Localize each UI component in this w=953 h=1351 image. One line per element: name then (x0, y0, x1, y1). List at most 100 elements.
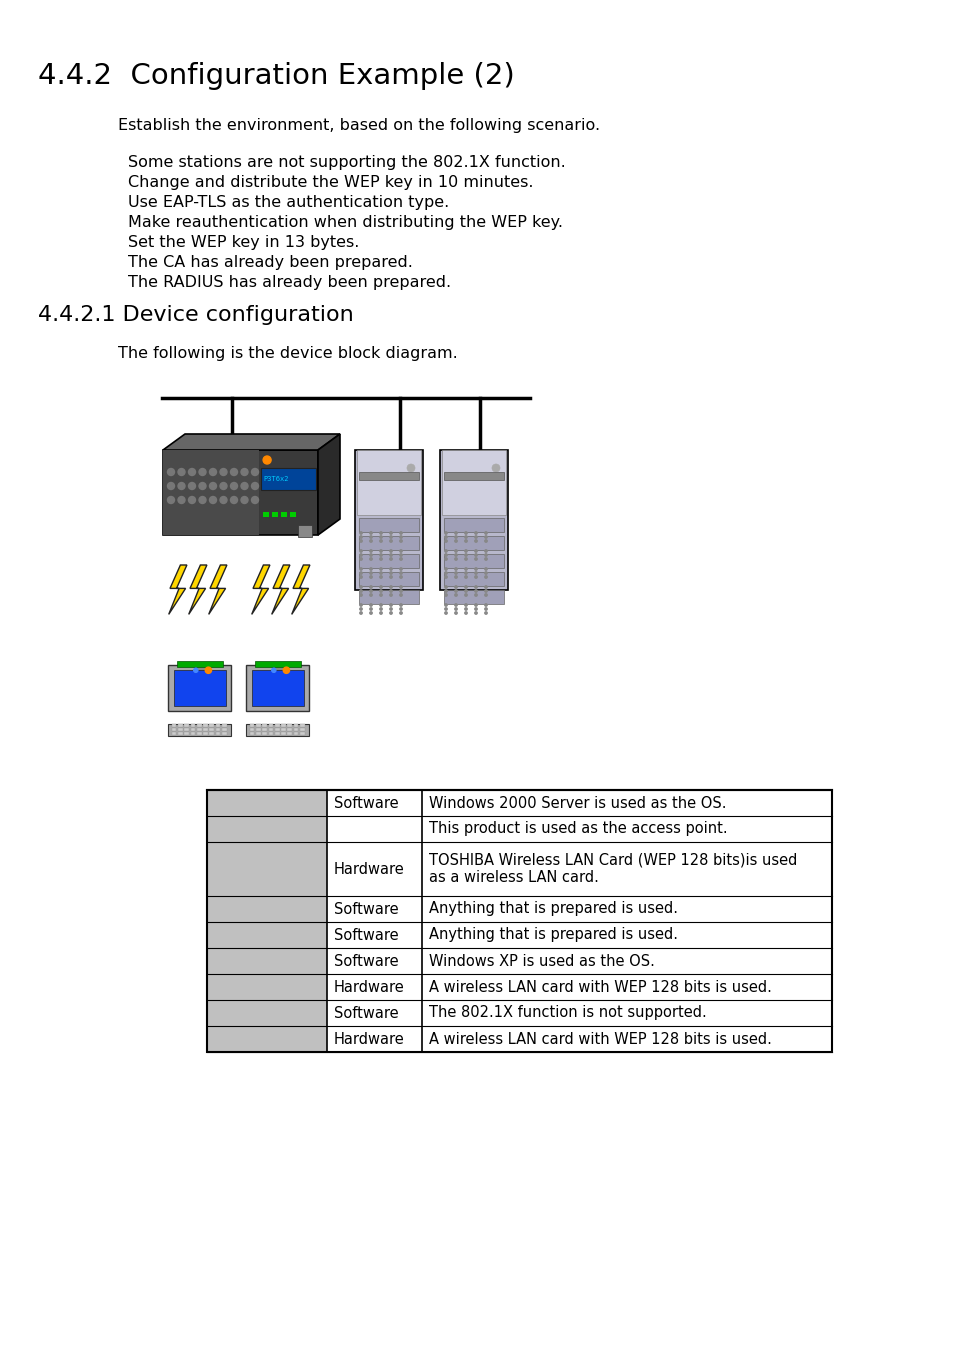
Circle shape (475, 558, 476, 561)
Bar (207, 896, 327, 921)
Circle shape (390, 558, 392, 561)
Circle shape (399, 550, 402, 553)
Circle shape (379, 540, 382, 542)
Circle shape (455, 536, 456, 538)
Circle shape (390, 576, 392, 578)
Bar (210, 732, 214, 735)
Circle shape (379, 590, 382, 592)
Circle shape (199, 469, 206, 476)
Circle shape (390, 540, 392, 542)
Circle shape (379, 576, 382, 578)
Bar (207, 790, 831, 1052)
Bar (252, 670, 304, 707)
Bar (169, 665, 232, 711)
Circle shape (359, 536, 362, 538)
Circle shape (484, 586, 487, 588)
Circle shape (475, 604, 476, 607)
Text: TOSHIBA Wireless LAN Card (WEP 128 bits)is used: TOSHIBA Wireless LAN Card (WEP 128 bits)… (429, 852, 797, 867)
Circle shape (399, 604, 402, 607)
Circle shape (359, 604, 362, 607)
Circle shape (359, 532, 362, 534)
Circle shape (399, 576, 402, 578)
Bar (272, 663, 284, 673)
Circle shape (475, 550, 476, 553)
Circle shape (444, 590, 447, 592)
Text: Set the WEP key in 13 bytes.: Set the WEP key in 13 bytes. (128, 235, 359, 250)
Circle shape (189, 497, 195, 504)
Bar (274, 724, 279, 727)
Circle shape (359, 576, 362, 578)
Circle shape (178, 482, 185, 489)
Circle shape (379, 550, 382, 553)
Bar (268, 728, 273, 731)
Bar (163, 450, 317, 535)
Circle shape (189, 469, 195, 476)
Circle shape (464, 554, 467, 557)
Circle shape (370, 590, 372, 592)
Text: The RADIUS has already been prepared.: The RADIUS has already been prepared. (128, 276, 451, 290)
Circle shape (455, 586, 456, 588)
Bar (178, 728, 182, 731)
Circle shape (359, 554, 362, 557)
Text: Establish the environment, based on the following scenario.: Establish the environment, based on the … (118, 118, 599, 132)
Circle shape (484, 594, 487, 596)
Polygon shape (252, 565, 270, 615)
Circle shape (444, 550, 447, 553)
Circle shape (168, 482, 174, 489)
Text: The following is the device block diagram.: The following is the device block diagra… (118, 346, 457, 361)
Bar (294, 728, 298, 731)
Circle shape (359, 540, 362, 542)
Bar (358, 536, 418, 550)
Text: as a wireless LAN card.: as a wireless LAN card. (429, 870, 598, 885)
Circle shape (444, 554, 447, 557)
Bar (287, 724, 292, 727)
Circle shape (399, 612, 402, 615)
Bar (196, 724, 201, 727)
Circle shape (475, 554, 476, 557)
Circle shape (252, 469, 258, 476)
Text: Use EAP-TLS as the authentication type.: Use EAP-TLS as the authentication type. (128, 195, 449, 209)
Circle shape (370, 604, 372, 607)
Circle shape (484, 550, 487, 553)
Bar (358, 471, 418, 480)
Circle shape (464, 604, 467, 607)
Circle shape (390, 594, 392, 596)
Bar (268, 724, 273, 727)
Bar (439, 450, 507, 590)
Circle shape (444, 594, 447, 596)
Bar (178, 732, 182, 735)
Circle shape (464, 612, 467, 615)
Circle shape (359, 550, 362, 553)
Bar (287, 732, 292, 735)
Circle shape (464, 540, 467, 542)
Circle shape (455, 576, 456, 578)
Bar (358, 517, 418, 532)
Circle shape (444, 558, 447, 561)
Circle shape (455, 594, 456, 596)
Circle shape (407, 463, 415, 471)
Circle shape (231, 469, 237, 476)
Bar (443, 517, 503, 532)
Bar (169, 724, 232, 736)
Text: 4.4.2  Configuration Example (2): 4.4.2 Configuration Example (2) (38, 62, 515, 91)
Text: The 802.1X function is not supported.: The 802.1X function is not supported. (429, 1005, 706, 1020)
Circle shape (455, 532, 456, 534)
Bar (210, 724, 214, 727)
Bar (281, 724, 286, 727)
Circle shape (168, 469, 174, 476)
Circle shape (475, 594, 476, 596)
Bar (203, 732, 208, 735)
Bar (250, 724, 254, 727)
Bar (280, 512, 286, 517)
Circle shape (370, 550, 372, 553)
Circle shape (399, 571, 402, 574)
Circle shape (455, 612, 456, 615)
Circle shape (455, 608, 456, 611)
Bar (358, 590, 418, 604)
Circle shape (464, 571, 467, 574)
Bar (207, 1000, 327, 1052)
Bar (178, 724, 182, 727)
Circle shape (399, 532, 402, 534)
Bar (255, 728, 260, 731)
Circle shape (379, 567, 382, 570)
